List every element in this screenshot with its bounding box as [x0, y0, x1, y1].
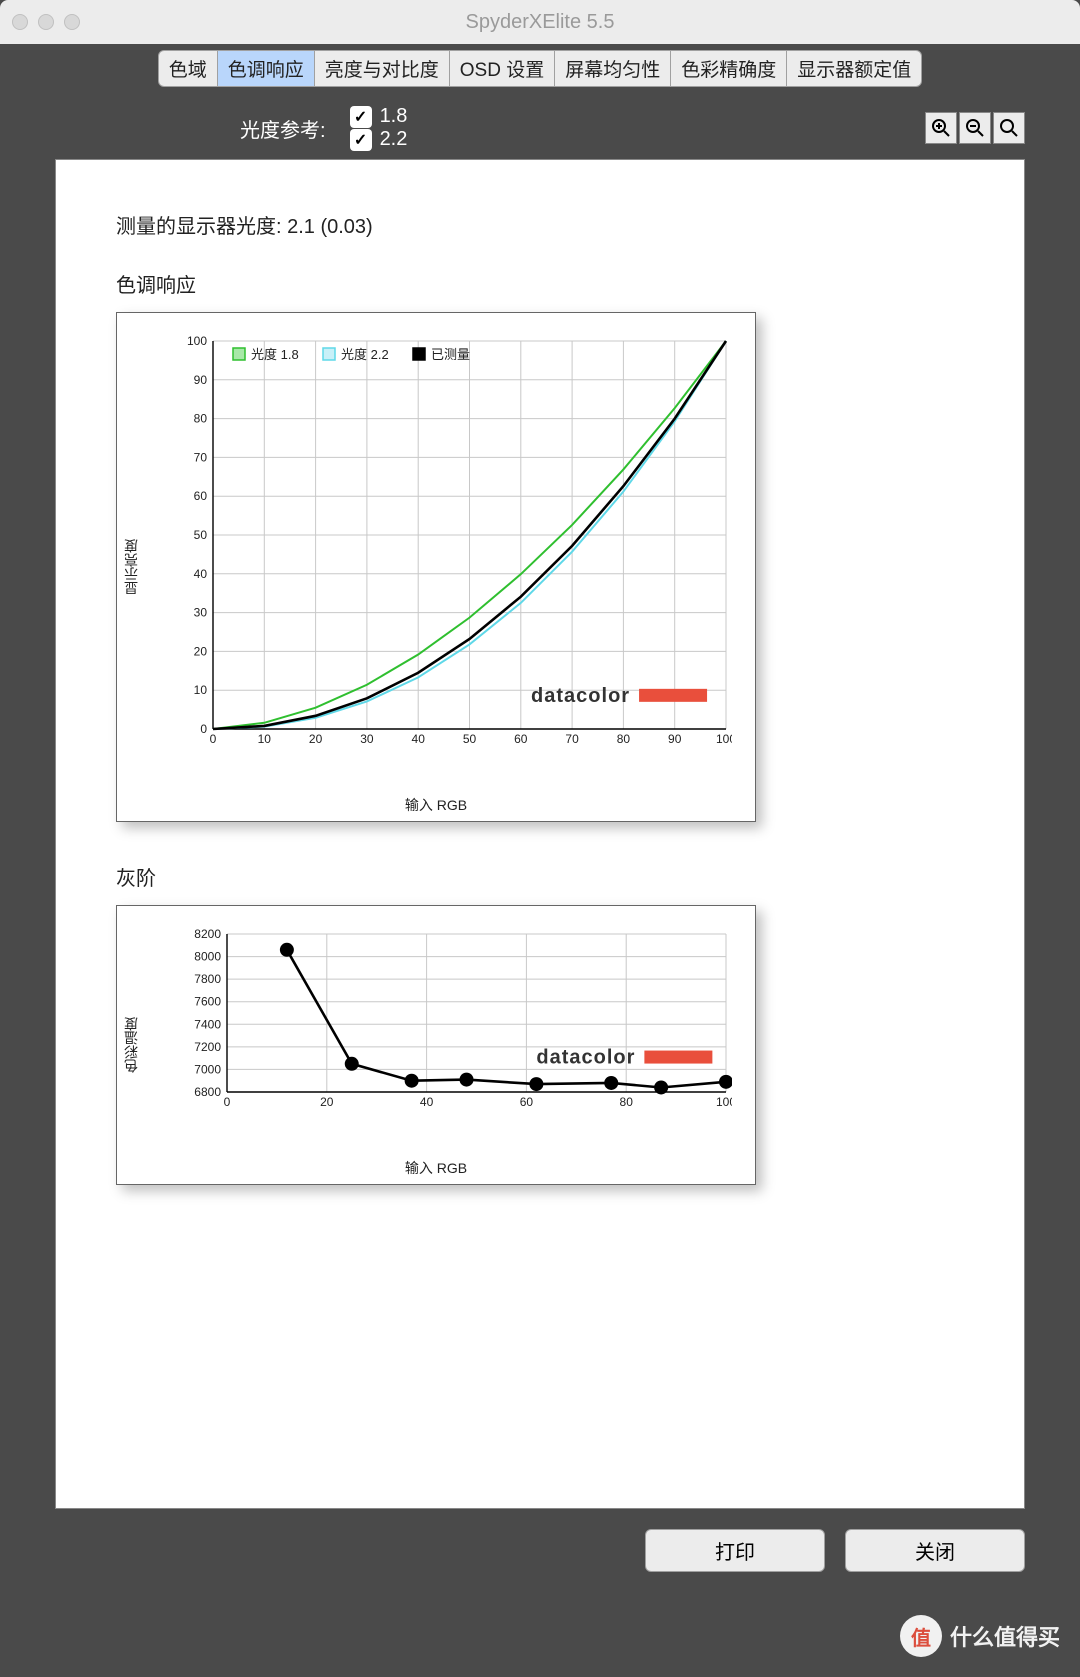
zoom-light[interactable] — [64, 14, 80, 30]
site-watermark-text: 什么值得买 — [950, 1620, 1060, 1652]
svg-text:20: 20 — [320, 1095, 334, 1109]
svg-text:60: 60 — [514, 732, 528, 746]
report-page: 测量的显示器光度: 2.1 (0.03) 色调响应 显示亮度 输入 RGB 0 1… — [55, 159, 1025, 1509]
tabbar: 色域色调响应亮度与对比度OSD 设置屏幕均匀性色彩精确度显示器额定值 — [0, 44, 1080, 97]
svg-text:0: 0 — [224, 1095, 231, 1109]
svg-text:6800: 6800 — [194, 1085, 221, 1099]
gamma-checkbox-0[interactable]: ✓ — [350, 106, 372, 128]
svg-text:20: 20 — [194, 644, 208, 658]
app-window: SpyderXElite 5.5 色域色调响应亮度与对比度OSD 设置屏幕均匀性… — [0, 0, 1080, 1592]
gamma-checkbox-1[interactable]: ✓ — [350, 129, 372, 151]
minimize-light[interactable] — [38, 14, 54, 30]
svg-text:60: 60 — [520, 1095, 534, 1109]
svg-text:7200: 7200 — [194, 1040, 221, 1054]
svg-text:10: 10 — [258, 732, 272, 746]
svg-text:30: 30 — [360, 732, 374, 746]
chart2-xlabel: 输入 RGB — [405, 1158, 467, 1178]
svg-text:7600: 7600 — [194, 995, 221, 1009]
tab-2[interactable]: 亮度与对比度 — [315, 50, 450, 87]
close-light[interactable] — [12, 14, 28, 30]
site-watermark: 值 什么值得买 — [900, 1615, 1060, 1657]
measured-gamma-line: 测量的显示器光度: 2.1 (0.03) — [116, 210, 964, 239]
gamma-check-label-0: 1.8 — [380, 105, 408, 128]
svg-text:80: 80 — [620, 1095, 634, 1109]
chart2-ylabel: 色彩温度 — [121, 1017, 141, 1073]
svg-text:30: 30 — [194, 606, 208, 620]
gamma-check-label-1: 2.2 — [380, 128, 408, 151]
site-badge-icon: 值 — [900, 1615, 942, 1657]
tab-6[interactable]: 显示器额定值 — [787, 50, 922, 87]
svg-text:70: 70 — [194, 450, 208, 464]
svg-text:datacolor: datacolor — [531, 685, 630, 707]
tab-5[interactable]: 色彩精确度 — [671, 50, 787, 87]
tab-3[interactable]: OSD 设置 — [450, 50, 555, 87]
titlebar: SpyderXElite 5.5 — [0, 0, 1080, 44]
gamma-ref-label: 光度参考: — [240, 114, 326, 143]
grayscale-title: 灰阶 — [116, 862, 964, 891]
page-wrap: 测量的显示器光度: 2.1 (0.03) 色调响应 显示亮度 输入 RGB 0 1… — [0, 159, 1080, 1509]
svg-text:10: 10 — [194, 683, 208, 697]
zoom-buttons — [925, 112, 1025, 144]
svg-text:40: 40 — [194, 567, 208, 581]
svg-text:60: 60 — [194, 489, 208, 503]
gamma-check-group-0: ✓ 1.8 — [350, 105, 408, 128]
svg-text:40: 40 — [420, 1095, 434, 1109]
chart1-ylabel: 显示亮度 — [121, 539, 141, 595]
gamma-check-group-1: ✓ 2.2 — [350, 128, 408, 151]
footer-buttons: 打印 关闭 — [0, 1509, 1080, 1572]
svg-text:80: 80 — [617, 732, 631, 746]
svg-text:20: 20 — [309, 732, 323, 746]
svg-text:40: 40 — [412, 732, 426, 746]
svg-text:0: 0 — [210, 732, 217, 746]
grayscale-chart: 色彩温度 输入 RGB 0 20 40 60 80 100 6800 7000 7200 7400… — [116, 905, 756, 1185]
svg-text:70: 70 — [565, 732, 579, 746]
svg-text:90: 90 — [194, 373, 208, 387]
svg-text:50: 50 — [194, 528, 208, 542]
svg-text:100: 100 — [716, 1095, 732, 1109]
zoom-reset-button[interactable] — [993, 112, 1025, 144]
svg-text:datacolor: datacolor — [536, 1047, 635, 1069]
svg-text:8000: 8000 — [194, 950, 221, 964]
tab-0[interactable]: 色域 — [158, 50, 218, 87]
print-button[interactable]: 打印 — [645, 1529, 825, 1572]
svg-text:光度 1.8: 光度 1.8 — [251, 347, 299, 362]
tab-1[interactable]: 色调响应 — [218, 50, 315, 87]
svg-text:7000: 7000 — [194, 1062, 221, 1076]
svg-text:80: 80 — [194, 412, 208, 426]
tone-response-plot: 0 10 20 30 40 50 60 70 80 90 100 0 10 20 30 40 50 60 70 80 9… — [187, 335, 732, 755]
controls-row: 光度参考: ✓ 1.8 ✓ 2.2 — [0, 97, 1080, 159]
svg-text:100: 100 — [187, 335, 207, 348]
window-title: SpyderXElite 5.5 — [0, 11, 1080, 34]
grayscale-plot: 0 20 40 60 80 100 6800 7000 7200 7400 7600 7800 8000… — [187, 928, 732, 1118]
svg-text:7800: 7800 — [194, 972, 221, 986]
tone-response-chart: 显示亮度 输入 RGB 0 10 20 30 40 50 60 70 80 90 100 0 10 20 3… — [116, 312, 756, 822]
svg-text:已测量: 已测量 — [431, 347, 470, 362]
svg-text:8200: 8200 — [194, 928, 221, 941]
svg-text:90: 90 — [668, 732, 682, 746]
tab-4[interactable]: 屏幕均匀性 — [555, 50, 671, 87]
traffic-lights — [12, 14, 80, 30]
zoom-in-button[interactable] — [925, 112, 957, 144]
svg-text:光度 2.2: 光度 2.2 — [341, 347, 389, 362]
tone-response-title: 色调响应 — [116, 269, 964, 298]
chart1-xlabel: 输入 RGB — [405, 795, 467, 815]
zoom-out-button[interactable] — [959, 112, 991, 144]
svg-text:50: 50 — [463, 732, 477, 746]
close-button[interactable]: 关闭 — [845, 1529, 1025, 1572]
svg-text:100: 100 — [716, 732, 732, 746]
svg-text:7400: 7400 — [194, 1017, 221, 1031]
svg-text:0: 0 — [200, 722, 207, 736]
